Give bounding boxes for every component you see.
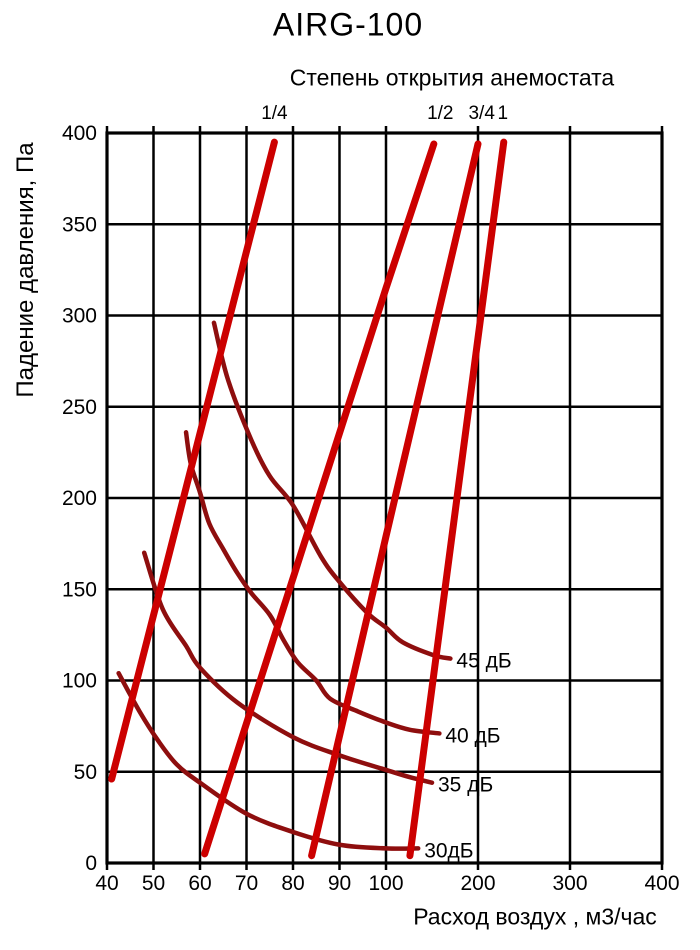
x-tick-label: 80	[281, 872, 304, 895]
y-tick-label: 0	[85, 852, 97, 875]
noise-curve-label: 45 дБ	[456, 650, 511, 673]
opening-line	[406, 138, 508, 860]
y-tick-label: 200	[62, 487, 97, 510]
noise-curve	[211, 320, 453, 661]
plot-frame	[105, 131, 664, 865]
y-tick-label: 250	[62, 396, 97, 419]
x-tick-label: 40	[95, 872, 118, 895]
y-tick-label: 300	[62, 305, 97, 328]
y-tick-label: 350	[62, 213, 97, 236]
opening-line-label: 1/4	[261, 103, 288, 124]
x-tick-label: 70	[235, 872, 258, 895]
x-axis-label: Расход воздух , м3/час	[413, 903, 657, 930]
x-tick-label: 100	[368, 872, 403, 895]
chart-title: AIRG-100	[272, 6, 424, 43]
y-tick-label: 100	[62, 670, 97, 693]
opening-line-label: 3/4	[468, 103, 495, 124]
opening-line-label: 1	[498, 103, 509, 124]
noise-curve-label: 40 дБ	[445, 724, 500, 747]
y-tick-label: 50	[74, 761, 97, 784]
chart-subtitle: Степень открытия анемостата	[289, 64, 615, 91]
x-tick-label: 60	[188, 872, 211, 895]
x-tick-label: 50	[142, 872, 165, 895]
opening-line	[108, 138, 278, 783]
noise-curve-label: 35 дБ	[438, 774, 493, 797]
x-tick-label: 90	[328, 872, 351, 895]
x-tick-label: 400	[644, 872, 679, 895]
opening-line	[308, 140, 482, 860]
opening-line	[201, 140, 438, 858]
x-tick-label: 200	[460, 872, 495, 895]
y-tick-label: 150	[62, 578, 97, 601]
opening-line-label: 1/2	[427, 103, 453, 124]
x-tick-label: 300	[552, 872, 587, 895]
noise-curve-label: 30дБ	[424, 839, 473, 862]
y-tick-label: 400	[62, 122, 97, 145]
noise-curve	[141, 550, 435, 785]
noise-curve	[116, 670, 421, 851]
